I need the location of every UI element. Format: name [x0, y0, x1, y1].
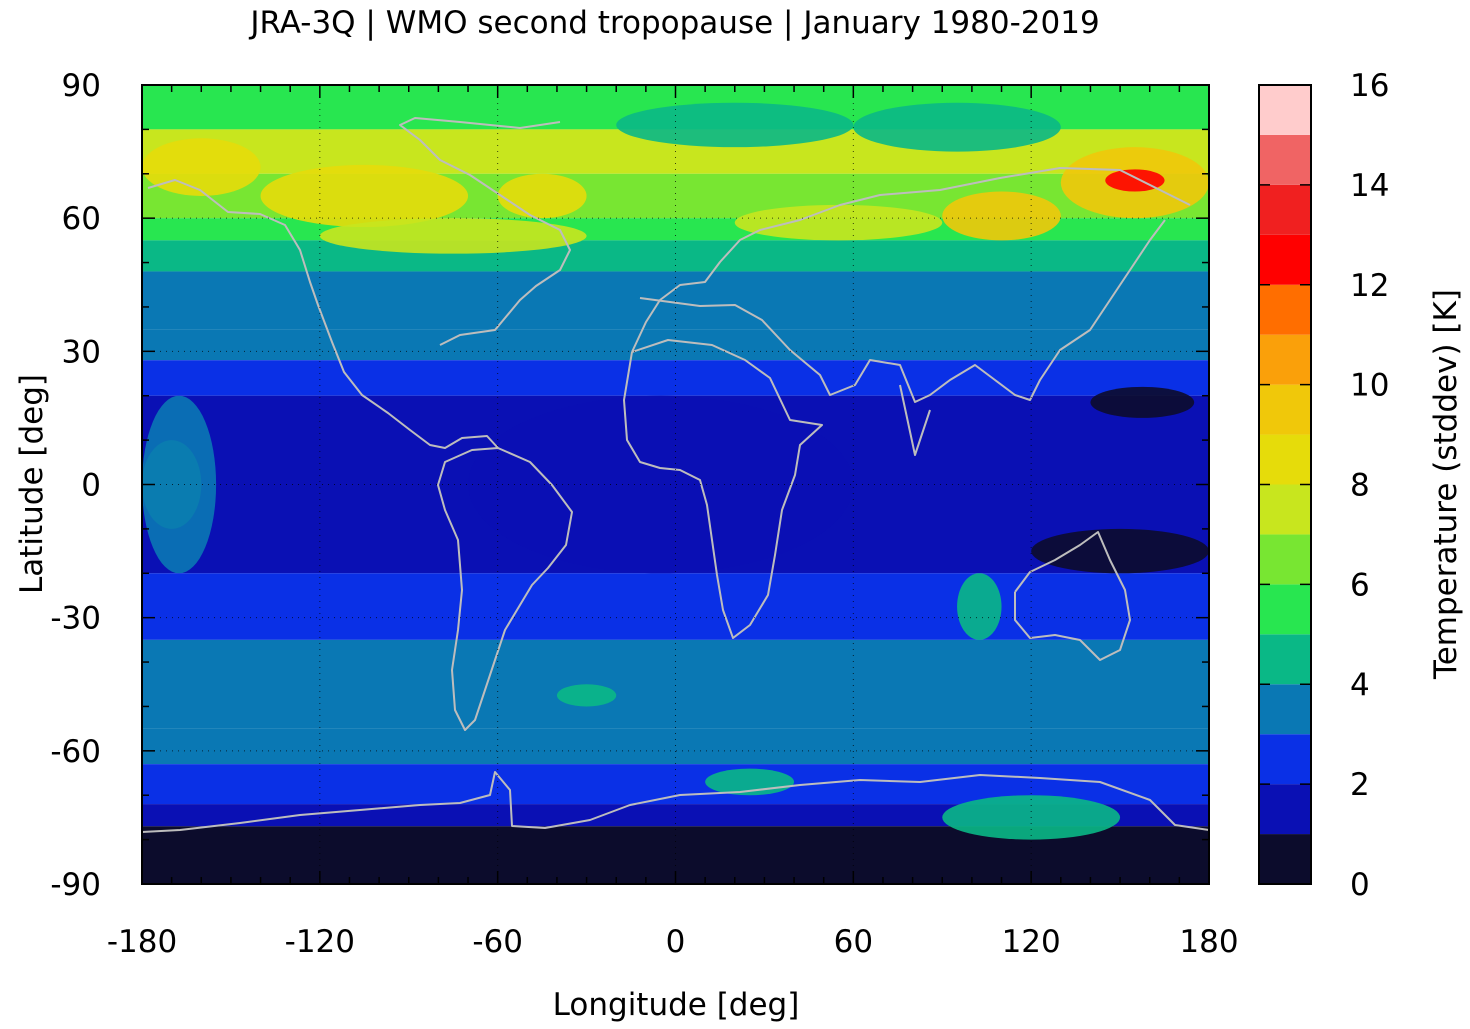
colorbar-label: Temperature (stddev) [K]	[1428, 289, 1464, 680]
coastline-north-america	[147, 117, 571, 449]
anomaly-patch-1	[260, 164, 469, 228]
colorbar-segment-1	[1259, 784, 1311, 835]
colorbar-segment-7	[1259, 484, 1311, 535]
plot-area	[142, 85, 1209, 884]
coastline-africa	[623, 339, 823, 639]
anomaly-patch-2	[319, 218, 587, 254]
x-tick-label: 120	[1002, 924, 1061, 960]
axis-ticks	[141, 84, 1210, 885]
colorbar-segment-3	[1259, 684, 1311, 735]
coastline-antarctica	[142, 771, 1209, 833]
colorbar-segment-6	[1259, 534, 1311, 585]
colorbar-tick-label: 6	[1350, 567, 1370, 603]
zonal-band-9	[142, 573, 1209, 640]
zonal-band-4	[142, 240, 1209, 272]
colorbar-ticks	[1259, 84, 1311, 885]
zonal-band-13	[142, 804, 1209, 827]
anomaly-patch-7	[1105, 169, 1165, 192]
anomaly-patch-11	[142, 395, 217, 574]
coastlines	[142, 117, 1209, 833]
y-tick-labels: -90 -60 -30 0 30 60 90	[50, 68, 101, 903]
anomaly-patch-8	[616, 102, 854, 148]
colorbar-tick-label: 12	[1350, 268, 1389, 304]
y-tick-label: -60	[50, 734, 101, 770]
y-tick-label: 60	[62, 201, 101, 237]
anomaly-patch-5	[942, 191, 1061, 241]
x-tick-label: -60	[472, 924, 523, 960]
anomaly-patch-15	[957, 573, 1002, 640]
colorbar	[1259, 85, 1311, 884]
anomaly-patch-4	[734, 204, 943, 241]
anomaly-patches	[142, 102, 1209, 840]
colorbar-tick-labels: 0 2 4 6 8 10 12 14 16	[1350, 68, 1389, 903]
colorbar-segment-14	[1259, 134, 1311, 185]
y-tick-label: 0	[81, 468, 101, 504]
chart-title: JRA-3Q | WMO second tropopause | January…	[248, 5, 1099, 41]
coastline-south-america	[437, 447, 573, 731]
colorbar-tick-label: 10	[1350, 368, 1389, 404]
colorbar-tick-label: 14	[1350, 168, 1389, 204]
colorbar-tick-label: 0	[1350, 867, 1370, 903]
zonal-band-11	[142, 728, 1209, 765]
anomaly-patch-0	[142, 138, 261, 196]
y-tick-label: 90	[62, 68, 101, 104]
anomaly-patch-12	[468, 395, 854, 574]
zonal-band-5	[142, 271, 1209, 330]
anomaly-patch-3	[497, 173, 587, 219]
anomaly-patch-16	[556, 684, 617, 707]
colorbar-segment-5	[1259, 584, 1311, 635]
y-tick-label: -90	[50, 867, 101, 903]
colorbar-segment-11	[1259, 284, 1311, 335]
coastline-australia	[1014, 531, 1131, 661]
colorbar-segment-0	[1259, 834, 1311, 884]
colorbar-segment-12	[1259, 234, 1311, 285]
colorbar-tick-label: 16	[1350, 68, 1389, 104]
y-tick-label: -30	[50, 601, 101, 637]
colorbar-segment-2	[1259, 734, 1311, 785]
y-tick-label: 30	[62, 334, 101, 370]
colorbar-segment-15	[1259, 85, 1311, 135]
anomaly-patch-9	[853, 102, 1061, 152]
colorbar-tick-label: 2	[1350, 767, 1370, 803]
anomaly-patch-14	[1090, 386, 1195, 418]
colorbar-segment-10	[1259, 334, 1311, 385]
coastline-eurasia	[631, 167, 1191, 456]
anomaly-patch-13	[1031, 528, 1209, 574]
x-tick-label: 180	[1179, 924, 1238, 960]
y-axis-label: Latitude [deg]	[14, 374, 50, 594]
colorbar-tick-label: 4	[1350, 667, 1370, 703]
colorbar-segment-8	[1259, 434, 1311, 485]
x-axis-label: Longitude [deg]	[553, 987, 800, 1023]
colorbar-tick-label: 8	[1350, 468, 1370, 504]
colorbar-segment-13	[1259, 184, 1311, 235]
x-tick-label: -120	[285, 924, 355, 960]
x-tick-labels: -180 -120 -60 0 60 120 180	[107, 924, 1239, 960]
x-tick-label: 60	[834, 924, 873, 960]
zonal-band-10	[142, 639, 1209, 729]
colorbar-segment-9	[1259, 384, 1311, 435]
x-tick-label: -180	[107, 924, 177, 960]
zonal-band-7	[142, 360, 1209, 396]
colorbar-segment-4	[1259, 634, 1311, 685]
x-tick-label: 0	[666, 924, 686, 960]
